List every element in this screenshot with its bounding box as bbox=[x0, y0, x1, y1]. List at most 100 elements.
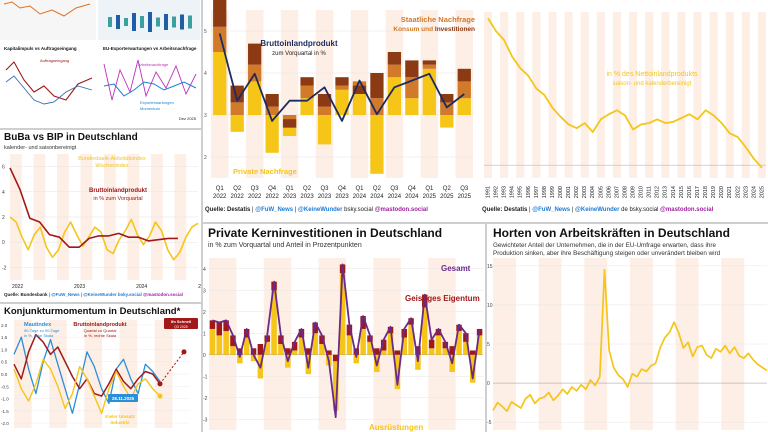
momentum-panel: Konjunkturmomentum in Deutschland* 2.0 1.… bbox=[0, 304, 201, 432]
invest-ip-bar bbox=[449, 346, 455, 355]
gdp-gov-dark-bar bbox=[317, 94, 332, 107]
invest-ip-bar bbox=[278, 335, 284, 344]
gdp-handle-fuw: @FuW_News bbox=[255, 207, 294, 213]
invest-equipment-bar bbox=[469, 354, 476, 383]
savings-x-tick: 2003 bbox=[582, 186, 588, 198]
savings-source: Quelle: Destatis bbox=[482, 207, 528, 213]
invest-y-tick: 4 bbox=[203, 267, 206, 273]
savings-x-tick: 1995 bbox=[518, 186, 524, 198]
invest-ip-bar bbox=[326, 350, 332, 355]
mini-label-red: Auftragseingang bbox=[40, 58, 69, 63]
buba-gdp-line bbox=[9, 167, 178, 248]
divider-vertical-1 bbox=[201, 0, 203, 432]
savings-bg-stripe-30 bbox=[725, 12, 734, 178]
momentum-y-tick: 2.0 bbox=[1, 323, 8, 328]
savings-bg-stripe-14 bbox=[596, 12, 605, 178]
buba-source: Quelle: Bundesbank bbox=[4, 292, 48, 297]
invest-ip-bar bbox=[435, 328, 442, 336]
savings-bg-stripe-2 bbox=[500, 12, 509, 178]
momentum-ifo-line bbox=[13, 358, 161, 415]
savings-x-tick: 2017 bbox=[695, 186, 701, 198]
invest-equipment-bar bbox=[230, 346, 236, 355]
invest-equipment-bar bbox=[250, 354, 257, 362]
gdp-y-tick: 5 bbox=[204, 29, 207, 35]
invest-equipment-bar bbox=[435, 335, 442, 355]
savings-chart: 1991 1992 1993 1994 1995 1996 1997 1998 1999 2000… bbox=[484, 12, 766, 198]
invest-equipment-bar bbox=[339, 273, 346, 355]
momentum-label-gdp-3: in %, rechte Skala bbox=[84, 333, 117, 338]
invest-equipment-bar bbox=[380, 350, 387, 355]
savings-x-tick: 2022 bbox=[735, 186, 741, 198]
gdp-x-tick-year: 2024 bbox=[370, 194, 384, 200]
gdp-source: Quelle: Destatis bbox=[205, 207, 251, 213]
savings-x-tick: 1991 bbox=[485, 186, 491, 198]
gdp-y-tick: 2 bbox=[204, 155, 207, 161]
savings-x-tick: 2016 bbox=[687, 186, 693, 198]
gdp-private-bar bbox=[370, 115, 384, 174]
buba-y-tick: 2 bbox=[2, 215, 5, 221]
momentum-label-maut-2: 90-Tage zu 90-Tage bbox=[24, 328, 60, 333]
invest-subtitle: in % zum Vorquartal und Anteil in Prozen… bbox=[208, 242, 362, 249]
invest-equipment-bar bbox=[237, 354, 243, 364]
invest-title: Private Kerninvestitionen in Deutschland bbox=[208, 226, 443, 240]
buba-subtitle: kalender- und saisonbereinigt bbox=[4, 145, 77, 151]
savings-x-tick: 2001 bbox=[566, 186, 572, 198]
hoarding-title: Horten von Arbeitskräften in Deutschland bbox=[493, 226, 730, 240]
invest-ip-bar bbox=[380, 339, 387, 351]
momentum-label-maut-3: in %, linke Skala bbox=[24, 333, 54, 338]
gdp-x-tick-year: 2025 bbox=[423, 194, 437, 200]
invest-equipment-bar bbox=[387, 333, 394, 355]
momentum-badge-red-2: Q3 2025 bbox=[174, 325, 187, 329]
mini-label-magenta: Arbeitsnachfrage bbox=[138, 62, 169, 67]
buba-chart: 6 4 2 0 -2 2022 2023 2024 2025 Bundesbank-Aktivit… bbox=[2, 154, 201, 290]
gdp-chart: 5 4 3 2 Q1 2022 Q2 2022 Q3 2022 Q4 2022 Q1 2023 Q2 2023… bbox=[204, 0, 475, 200]
buba-activity-line bbox=[9, 216, 199, 261]
buba-label-gdp-2: in % zum Vorquartal bbox=[93, 196, 142, 202]
hoarding-line bbox=[492, 268, 768, 413]
invest-equipment-bar bbox=[346, 335, 353, 355]
gdp-x-tick-quarter: Q2 bbox=[373, 186, 382, 192]
savings-x-tick: 2020 bbox=[719, 186, 725, 198]
hoarding-chart: 15 10 5 0 -5 bbox=[487, 258, 768, 430]
savings-x-tick: 2007 bbox=[614, 186, 620, 198]
gdp-x-tick-year: 2023 bbox=[283, 194, 297, 200]
gdp-gov-dark-bar bbox=[213, 0, 227, 27]
gdp-x-tick-quarter: Q4 bbox=[408, 186, 417, 192]
gdp-gov-dark-bar bbox=[422, 60, 436, 65]
savings-handle-mastodon: @mastodon.social bbox=[660, 207, 714, 213]
gdp-x-tick-year: 2022 bbox=[231, 194, 245, 200]
gdp-x-tick-year: 2023 bbox=[300, 194, 314, 200]
savings-panel: 1991 1992 1993 1994 1995 1996 1997 1998 1999 2000… bbox=[480, 0, 768, 222]
mini-top-right-bar bbox=[156, 17, 160, 27]
invest-equipment-bar bbox=[298, 337, 305, 355]
invest-equipment-bar bbox=[216, 335, 223, 355]
savings-x-tick: 1998 bbox=[542, 186, 548, 198]
savings-handle-bsky-domain: de bsky.social bbox=[621, 207, 659, 213]
gdp-x-tick-year: 2025 bbox=[458, 194, 472, 200]
invest-ip-bar bbox=[305, 348, 312, 355]
invest-ip-bar bbox=[360, 316, 366, 329]
hoarding-y-tick: 5 bbox=[487, 342, 490, 348]
gdp-x-tick-year: 2022 bbox=[213, 194, 227, 200]
hoarding-panel: Horten von Arbeitskräften in Deutschland… bbox=[487, 224, 768, 432]
savings-x-tick: 2024 bbox=[751, 186, 757, 198]
mini-top-left-line bbox=[3, 1, 91, 17]
gdp-handle-bsky: @KeineWunder bbox=[298, 207, 343, 213]
gdp-private-bar bbox=[265, 115, 279, 153]
momentum-gdp-forecast-dot bbox=[181, 349, 187, 355]
buba-x-tick: 2025 bbox=[198, 284, 201, 290]
invest-equipment-bar bbox=[243, 337, 250, 355]
invest-equipment-bar bbox=[415, 354, 421, 370]
savings-x-tick: 2013 bbox=[663, 186, 669, 198]
momentum-y-tick: -1.5 bbox=[1, 409, 9, 414]
invest-equipment-bar bbox=[360, 328, 366, 355]
mini-label-blue-1: Exporterwartungen bbox=[140, 100, 174, 105]
gdp-private-bar bbox=[405, 98, 419, 115]
gdp-gov-bar bbox=[230, 102, 244, 115]
savings-x-tick: 2009 bbox=[631, 186, 637, 198]
gdp-x-tick-quarter: Q3 bbox=[321, 186, 330, 192]
invest-equipment-bar bbox=[264, 341, 270, 355]
mini-top-right-bar bbox=[116, 15, 120, 29]
gdp-gov-dark-bar bbox=[440, 94, 454, 103]
gdp-gov-dark-bar bbox=[387, 52, 402, 65]
